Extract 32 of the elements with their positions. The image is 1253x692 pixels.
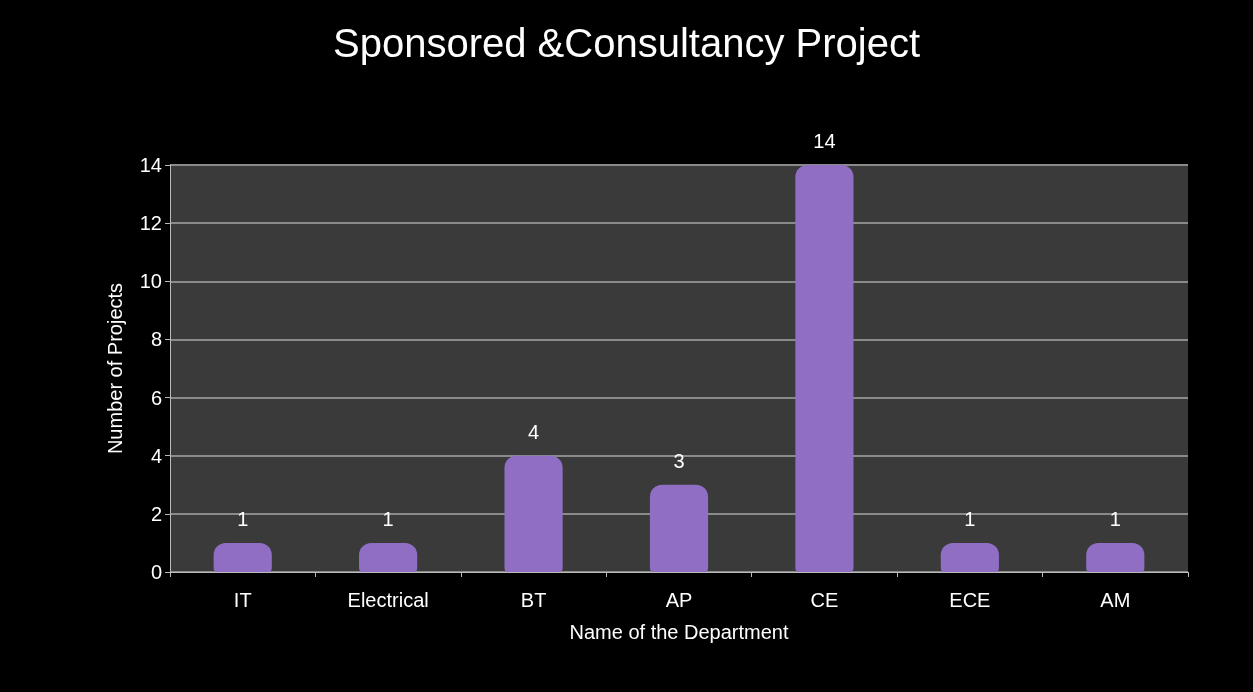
y-tick-label: 2 xyxy=(150,502,162,525)
y-tick-label: 6 xyxy=(150,386,162,409)
chart-title: Sponsored &Consultancy Project xyxy=(333,21,920,65)
bar xyxy=(649,484,709,572)
data-label: 1 xyxy=(964,507,976,530)
data-label: 4 xyxy=(528,420,540,443)
y-tick-label: 10 xyxy=(139,270,162,293)
y-tick-label: 8 xyxy=(150,328,162,351)
x-axis-title: Name of the Department xyxy=(569,621,789,643)
x-tick-label: CE xyxy=(810,589,839,611)
bar xyxy=(795,165,854,572)
data-label: 1 xyxy=(382,507,394,530)
x-tick-label: BT xyxy=(520,589,547,611)
y-axis-title: Number of Projects xyxy=(104,282,126,455)
data-label: 3 xyxy=(673,449,685,472)
x-tick-label: AP xyxy=(665,589,693,611)
data-label: 1 xyxy=(237,507,249,530)
bar xyxy=(213,542,272,572)
y-tick-label: 14 xyxy=(139,154,162,176)
x-tick-label: ECE xyxy=(949,589,991,611)
x-tick-label: AM xyxy=(1100,589,1131,611)
x-tick-label: Electrical xyxy=(347,589,429,611)
y-tick-label: 12 xyxy=(139,212,162,235)
x-tick-label: IT xyxy=(233,589,252,611)
y-tick-label: 4 xyxy=(150,444,162,467)
data-label: 14 xyxy=(813,130,836,152)
y-tick-label: 0 xyxy=(150,561,162,583)
data-label: 1 xyxy=(1109,507,1121,530)
bar xyxy=(940,542,999,572)
bar xyxy=(359,542,418,572)
bar xyxy=(504,455,563,572)
bar xyxy=(1086,542,1145,572)
